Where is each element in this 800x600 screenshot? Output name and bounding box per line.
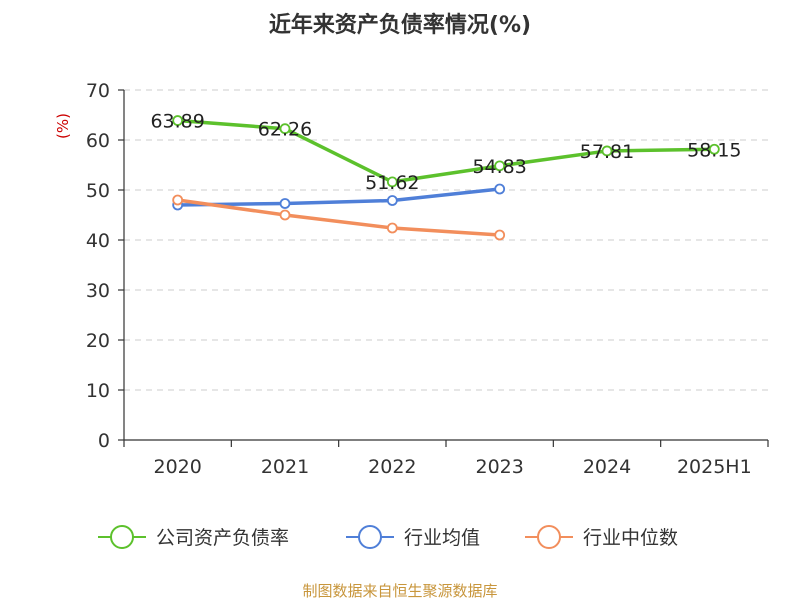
x-tick-label: 2021 — [261, 456, 309, 478]
data-point — [172, 194, 184, 206]
data-point — [386, 176, 398, 188]
data-point — [279, 123, 291, 135]
y-tick-label: 60 — [86, 130, 110, 152]
series-行业中位数 — [172, 194, 506, 241]
data-point — [494, 183, 506, 195]
series-lines — [172, 115, 720, 241]
y-tick-label: 40 — [86, 230, 110, 252]
y-tick-label: 30 — [86, 280, 110, 302]
x-tick-label: 2022 — [368, 456, 416, 478]
series-行业均值 — [172, 183, 506, 211]
legend: 公司资产负债率 行业均值 行业中位数 — [98, 525, 678, 549]
data-label: 63.89 — [150, 111, 204, 133]
y-axis-unit-label: (%) — [54, 113, 72, 139]
y-tick-label: 50 — [86, 180, 110, 202]
y-tick-label: 70 — [86, 80, 110, 102]
y-tick-label: 20 — [86, 330, 110, 352]
x-tick-label: 2020 — [153, 456, 201, 478]
data-point — [279, 209, 291, 221]
x-tick-label: 2025H1 — [677, 456, 752, 478]
series-line — [175, 118, 717, 184]
source-note: 制图数据来自恒生聚源数据库 — [302, 582, 497, 600]
axes: 0 10 20 30 40 50 60 70 2020 2021 2022 2023 2024 2025H… — [86, 80, 769, 478]
series-line — [175, 187, 502, 207]
data-label: 62.26 — [258, 119, 312, 141]
data-point — [494, 160, 506, 172]
data-label: 58.15 — [687, 139, 741, 161]
legend-swatch-marker — [358, 525, 382, 549]
x-tick-label: 2023 — [475, 456, 523, 478]
data-labels: 63.89 62.26 51.62 54.83 57.81 58.15 — [150, 111, 741, 194]
series-公司资产负债率 — [172, 115, 720, 188]
data-point — [601, 145, 613, 157]
legend-item: 行业均值 — [346, 525, 480, 549]
legend-item: 公司资产负债率 — [98, 525, 289, 549]
data-point — [708, 143, 720, 155]
data-label: 51.62 — [365, 172, 419, 194]
chart-title: 近年来资产负债率情况(%) — [269, 12, 531, 38]
legend-swatch-marker — [537, 525, 561, 549]
data-label: 54.83 — [472, 156, 526, 178]
x-tick-label: 2024 — [583, 456, 631, 478]
legend-label: 公司资产负债率 — [156, 527, 289, 549]
data-point — [386, 195, 398, 206]
data-label: 57.81 — [580, 141, 634, 163]
y-tick-label: 0 — [98, 430, 110, 452]
legend-label: 行业均值 — [404, 527, 480, 549]
y-tick-label: 10 — [86, 380, 110, 402]
legend-label: 行业中位数 — [583, 527, 678, 549]
legend-item: 行业中位数 — [525, 525, 678, 549]
data-point — [494, 229, 506, 241]
grid-lines — [124, 89, 768, 391]
data-point — [172, 115, 184, 126]
series-line — [175, 198, 502, 237]
legend-swatch-marker — [110, 525, 134, 549]
data-point — [386, 222, 398, 234]
data-point — [279, 198, 291, 209]
